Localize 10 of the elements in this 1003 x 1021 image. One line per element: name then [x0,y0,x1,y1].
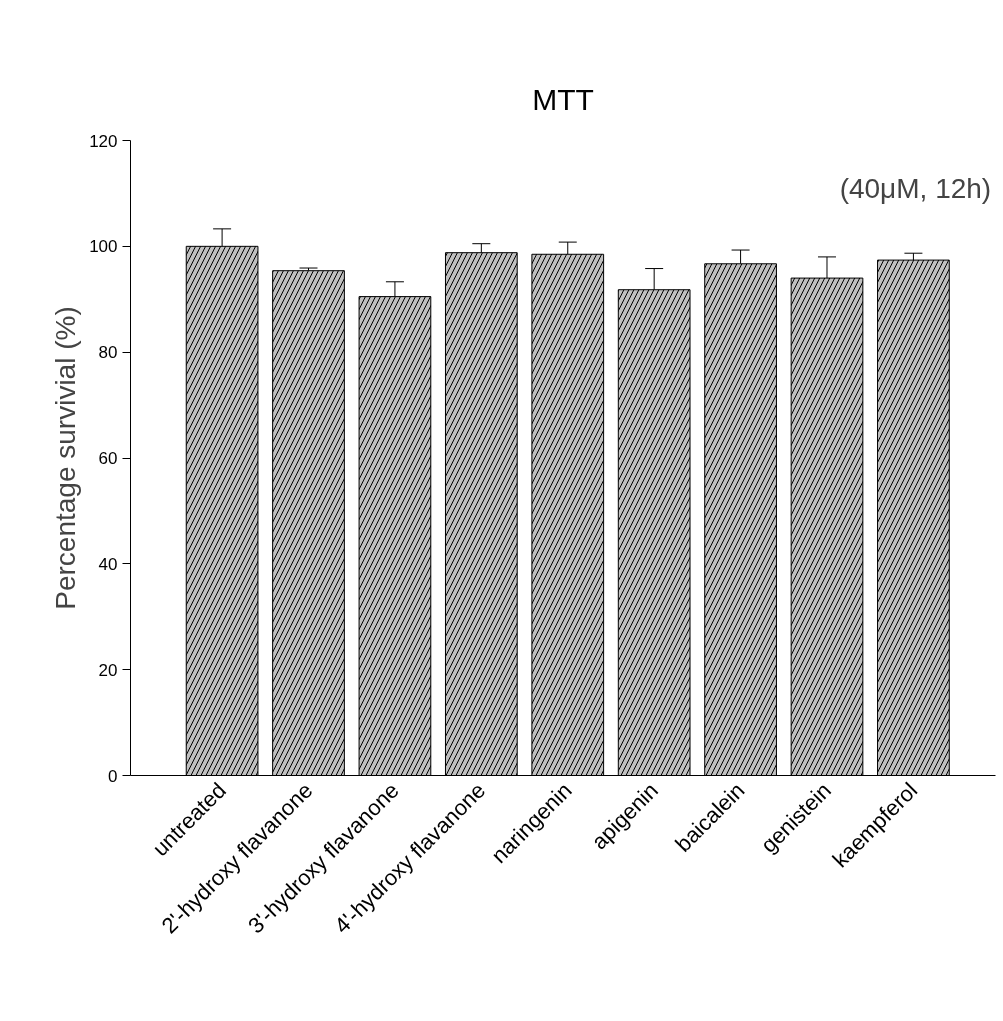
y-tick-label: 20 [98,660,118,680]
annotation: (40μM, 12h) [839,173,992,204]
y-tick-label: 120 [89,131,118,151]
y-axis-title: Percentage survivial (%) [50,306,82,610]
y-tick-label: 0 [108,766,118,786]
y-tick-label: 40 [98,554,118,574]
y-tick-label: 100 [89,237,118,257]
y-tick-label: 80 [98,343,118,363]
y-tick-label: 60 [98,449,118,468]
chart-title: MTT [532,82,594,116]
